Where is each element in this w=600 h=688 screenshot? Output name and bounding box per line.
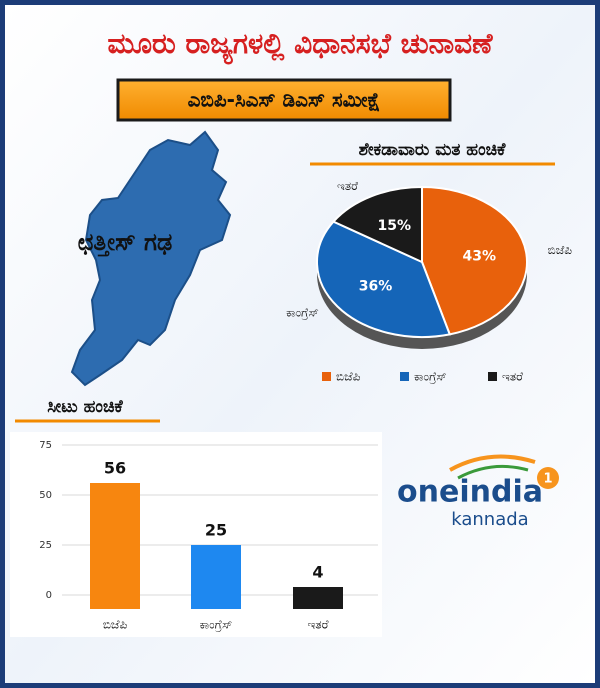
legend-label: ಕಾಂಗ್ರೆಸ್ <box>414 370 447 384</box>
legend-swatch <box>488 372 497 381</box>
state-map <box>70 130 232 387</box>
legend-label: ಬಿಜೆಪಿ <box>336 370 361 384</box>
x-tick-label: ಬಿಜೆಪಿ <box>103 618 128 632</box>
chart-title: ಸೀಟು ಹಂಚಿಕೆ <box>47 397 124 417</box>
pie-slice <box>331 185 423 264</box>
slice-value-label: 36% <box>359 278 393 294</box>
y-tick-label: 50 <box>39 490 52 501</box>
bar <box>293 587 343 609</box>
legend-swatch <box>400 372 409 381</box>
y-tick-label: 75 <box>39 440 52 451</box>
logo-language: kannada <box>451 509 528 530</box>
y-tick-label: 25 <box>39 540 52 551</box>
bar-value-label: 56 <box>104 459 126 478</box>
logo-badge <box>537 467 559 489</box>
page-subtitle: ಎಬಿಪಿ-ಸಿಎಸ್ ಡಿಎಸ್ ಸಮೀಕ್ಷೆ <box>188 88 381 113</box>
pie-slice <box>421 185 528 336</box>
slice-category-label: ಬಿಜೆಪಿ <box>548 243 573 257</box>
slice-value-label: 15% <box>377 218 411 234</box>
x-tick-label: ಇತರೆ <box>308 618 330 632</box>
logo-arc <box>449 454 536 472</box>
logo-badge-text: 1 <box>543 472 552 487</box>
pie-slice <box>316 220 452 338</box>
logo-arc <box>457 464 529 480</box>
logo: 1 oneindia kannada <box>397 454 559 530</box>
y-tick-label: 0 <box>46 590 52 601</box>
legend-swatch <box>322 372 331 381</box>
bar <box>191 545 241 609</box>
slice-value-label: 43% <box>462 249 496 265</box>
chart-title: ಶೇಕಡಾವಾರು ಮತ ಹಂಚಿಕೆ <box>359 140 507 160</box>
subtitle-box <box>116 78 452 122</box>
legend-label: ಇತರೆ <box>502 370 524 384</box>
bar <box>90 483 140 609</box>
slice-category-label: ಕಾಂಗ್ರೆಸ್ <box>286 306 319 320</box>
bar-value-label: 25 <box>205 521 227 540</box>
x-tick-label: ಕಾಂಗ್ರೆಸ್ <box>200 618 233 632</box>
page-title: ಮೂರು ರಾಜ್ಯಗಳಲ್ಲಿ ವಿಧಾನಸಭೆ ಚುನಾವಣೆ <box>108 27 494 64</box>
state-name: ಛತ್ತೀಸ್ ಗಢ <box>78 228 173 257</box>
slice-category-label: ಇತರೆ <box>337 179 359 193</box>
bar-value-label: 4 <box>312 563 323 582</box>
logo-brand: oneindia <box>397 475 543 510</box>
